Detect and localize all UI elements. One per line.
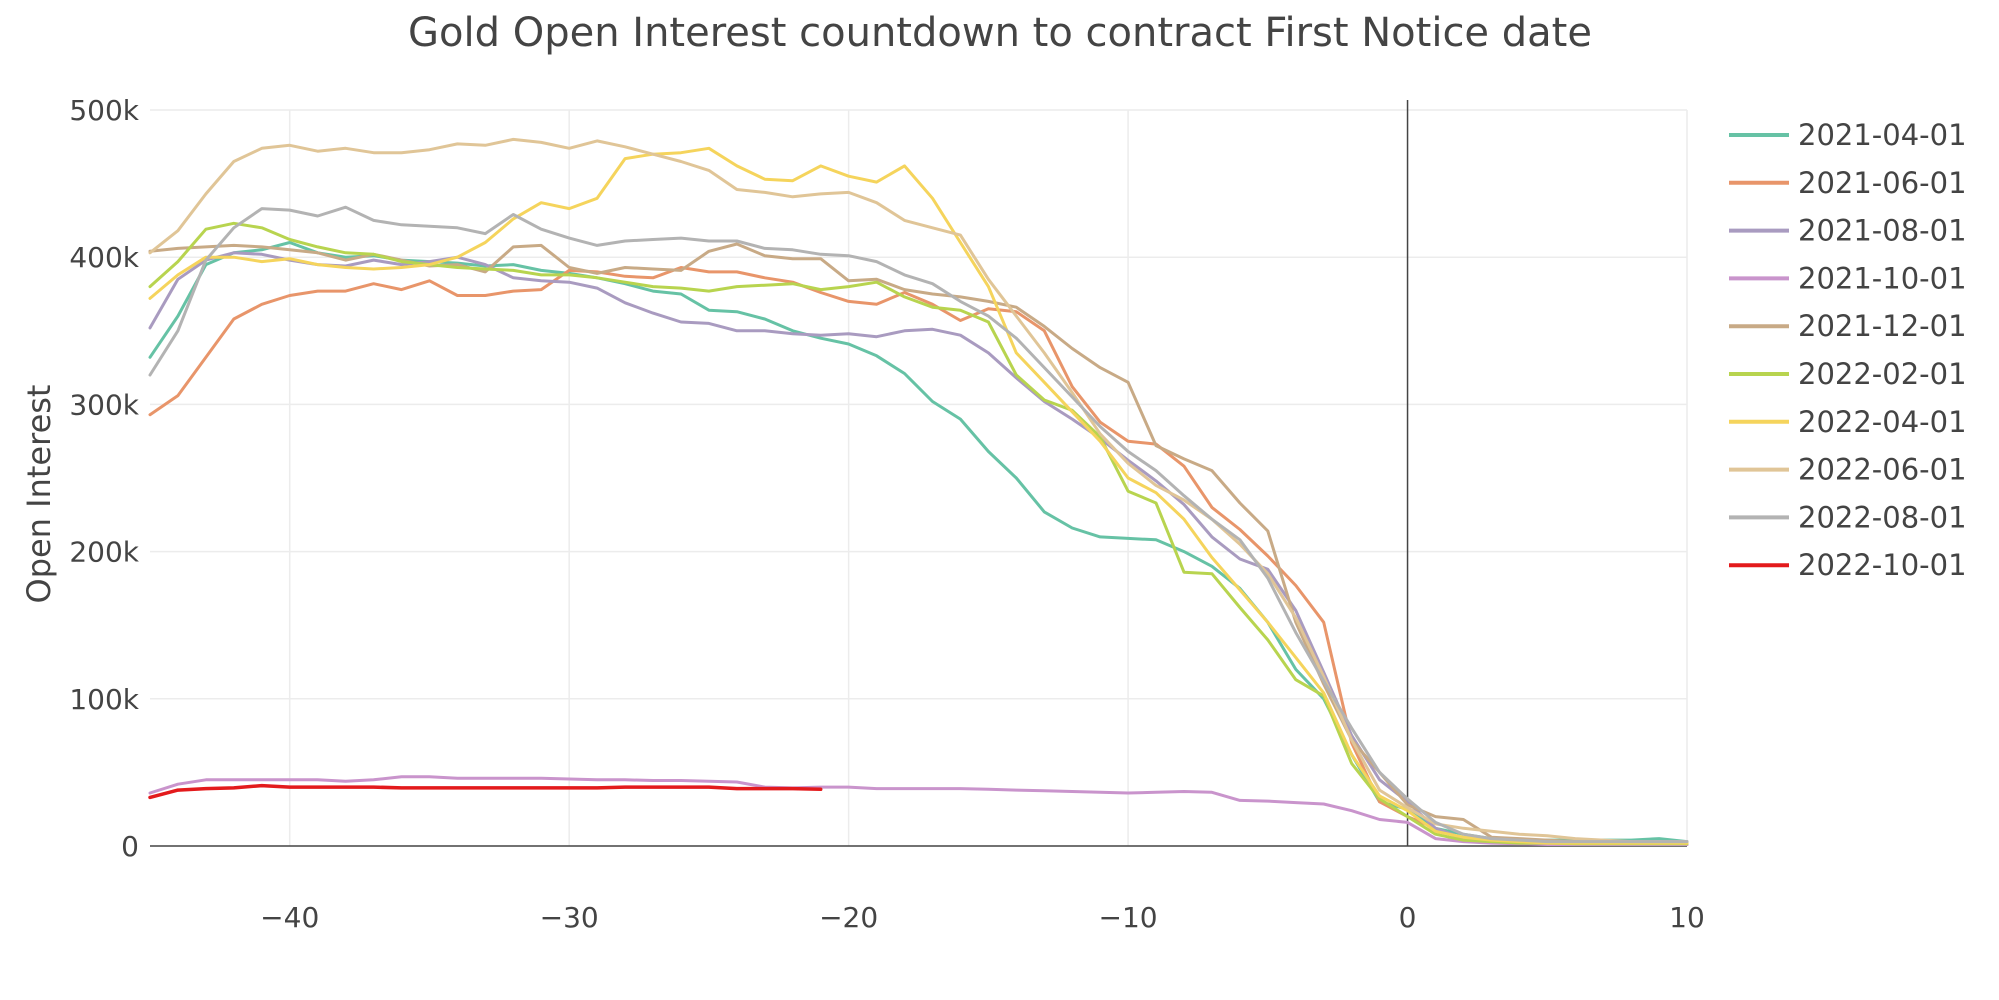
- series-line-2022-04-01: [148, 146, 1689, 845]
- y-axis-ticks: 0 100k 200k 300k 400k 500k: [69, 94, 139, 863]
- x-axis-ticks: −40 −30 −20 −10 0 10: [260, 901, 1705, 934]
- legend-item-2022-06-01[interactable]: 2022-06-01: [1729, 453, 1967, 487]
- legend-item-2022-04-01[interactable]: 2022-04-01: [1729, 405, 1967, 439]
- legend-item-2021-06-01[interactable]: 2021-06-01: [1729, 166, 1967, 200]
- series-line-2022-06-01: [148, 137, 1689, 844]
- series-line-2021-08-01: [148, 251, 1689, 846]
- legend-item-2022-08-01[interactable]: 2022-08-01: [1729, 500, 1967, 534]
- x-tick-label: −10: [1099, 901, 1158, 934]
- y-tick-label: 0: [121, 830, 139, 863]
- x-tick-label: 0: [1399, 901, 1417, 934]
- series-line-2021-12-01: [148, 242, 1689, 845]
- series-line-2022-08-01: [148, 205, 1689, 844]
- legend-label: 2022-04-01: [1798, 405, 1967, 439]
- legend-item-2021-04-01[interactable]: 2021-04-01: [1729, 118, 1967, 152]
- legend-item-2022-02-01[interactable]: 2022-02-01: [1729, 357, 1967, 391]
- x-tick-label: 10: [1669, 901, 1705, 934]
- y-tick-label: 200k: [69, 536, 139, 569]
- y-tick-label: 500k: [69, 94, 139, 127]
- legend-label: 2022-10-01: [1798, 548, 1967, 582]
- series-line-2021-10-01: [148, 775, 1689, 846]
- legend-item-2021-10-01[interactable]: 2021-10-01: [1729, 261, 1967, 295]
- axes: [150, 100, 1687, 847]
- series-line-2022-10-01: [148, 783, 823, 800]
- y-tick-label: 400k: [69, 241, 139, 274]
- x-tick-label: −20: [819, 901, 878, 934]
- legend-label: 2021-06-01: [1798, 166, 1967, 200]
- legend-item-2021-12-01[interactable]: 2021-12-01: [1729, 309, 1967, 343]
- x-tick-label: −40: [260, 901, 319, 934]
- legend-label: 2021-08-01: [1798, 214, 1967, 248]
- legend-label: 2022-08-01: [1798, 500, 1967, 534]
- series-lines: [148, 137, 1689, 846]
- x-tick-label: −30: [540, 901, 599, 934]
- series-line-2021-04-01: [148, 241, 1689, 844]
- y-axis-label: Open Interest: [20, 385, 58, 604]
- legend-item-2021-08-01[interactable]: 2021-08-01: [1729, 214, 1967, 248]
- chart-title: Gold Open Interest countdown to contract…: [408, 10, 1592, 56]
- legend[interactable]: 2021-04-01 2021-06-01 2021-08-01 2021-10-01…: [1729, 118, 1967, 582]
- legend-label: 2021-10-01: [1798, 261, 1967, 295]
- y-tick-label: 300k: [69, 388, 139, 421]
- series-line-2021-06-01: [148, 266, 1689, 846]
- legend-label: 2021-12-01: [1798, 309, 1967, 343]
- series-line-2022-02-01: [148, 221, 1689, 846]
- legend-label: 2021-04-01: [1798, 118, 1967, 152]
- legend-label: 2022-06-01: [1798, 453, 1967, 487]
- y-tick-label: 100k: [69, 683, 139, 716]
- legend-item-2022-10-01[interactable]: 2022-10-01: [1729, 548, 1967, 582]
- grid: [150, 109, 1688, 846]
- legend-label: 2022-02-01: [1798, 357, 1967, 391]
